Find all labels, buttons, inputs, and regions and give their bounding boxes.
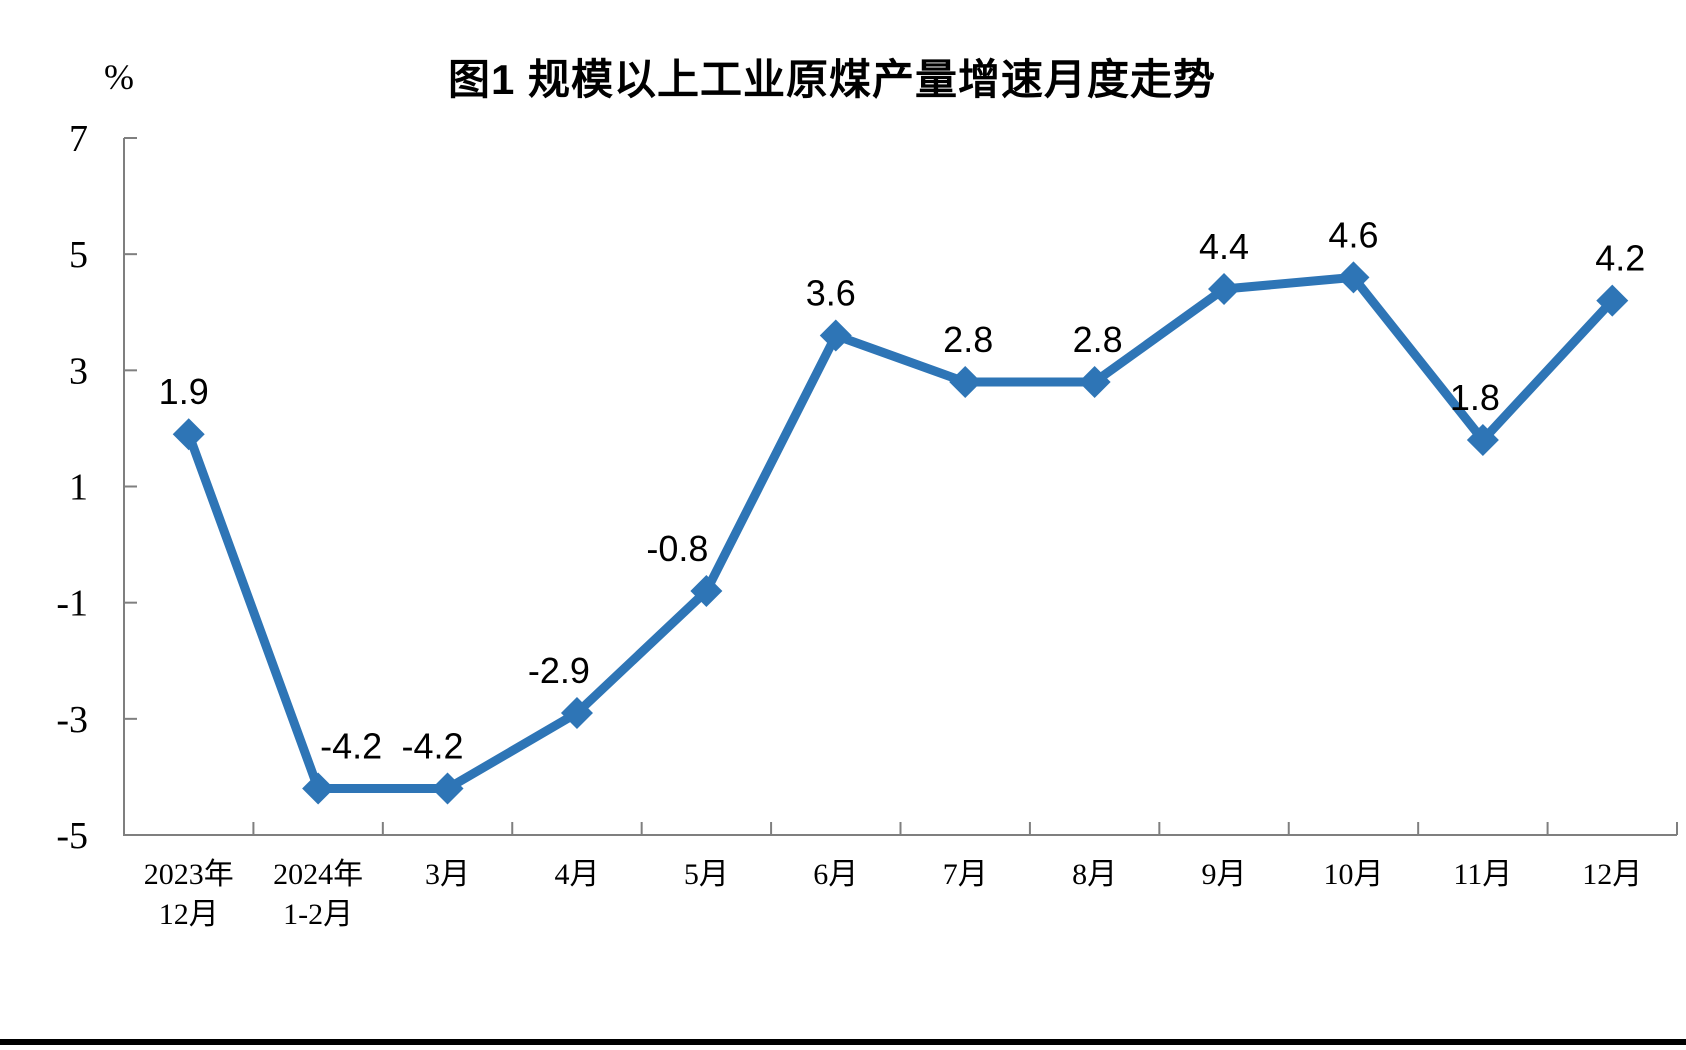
data-point-label: -0.8 [646,528,708,569]
data-point-label: -4.2 [402,726,464,767]
bottom-rule [0,1039,1686,1045]
data-point-marker [1596,284,1629,317]
data-point-label: -4.2 [320,726,382,767]
data-point-marker [431,772,464,805]
data-point-label: -2.9 [528,650,590,691]
data-point-marker [949,365,982,398]
data-point-label: 1.8 [1450,377,1500,418]
y-axis-tick-label: 5 [69,234,88,276]
y-axis-tick-label: -5 [56,815,88,857]
x-axis-label: 12月 [1582,858,1642,891]
data-point-label: 4.6 [1328,214,1378,255]
data-point-label: 4.2 [1595,238,1645,279]
x-axis-label: 7月 [943,858,988,891]
line-series [184,272,1617,794]
data-point-marker [1208,273,1241,306]
x-axis-label: 5月 [684,858,729,891]
data-point-marker [302,772,335,805]
data-point-label: 2.8 [1073,319,1123,360]
data-point-label: 1.9 [159,371,209,412]
data-point-label: 4.4 [1199,226,1249,267]
data-point-marker [1466,424,1499,457]
y-axis-tick-label: -3 [56,699,88,741]
data-point-marker [690,575,723,608]
chart-title: 图1 规模以上工业原煤产量增速月度走势 [447,56,1217,103]
x-axis-label: 6月 [813,858,858,891]
y-axis-unit-label: % [104,57,134,97]
x-axis-label: 2024年 1-2月 [273,858,363,931]
data-point-marker [1078,365,1111,398]
y-axis-tick-label: 3 [69,350,88,392]
x-axis-label: 9月 [1202,858,1247,891]
data-point-marker [560,697,593,730]
y-axis-tick-label: 1 [69,467,88,509]
x-axis-label: 4月 [554,858,599,891]
data-point-marker [819,319,852,352]
x-axis-label: 2023年 12月 [144,858,234,931]
x-axis-label: 3月 [425,858,470,891]
y-axis-tick-label: 7 [69,118,88,160]
data-point-label: 2.8 [943,319,993,360]
y-axis-tick-label: -1 [56,583,88,625]
data-point-marker [172,418,205,451]
x-axis-label: 10月 [1323,858,1383,891]
x-axis-label: 8月 [1072,858,1117,891]
data-point-label: 3.6 [806,272,856,313]
data-point-marker [1337,261,1370,294]
x-axis-label: 11月 [1453,858,1512,891]
